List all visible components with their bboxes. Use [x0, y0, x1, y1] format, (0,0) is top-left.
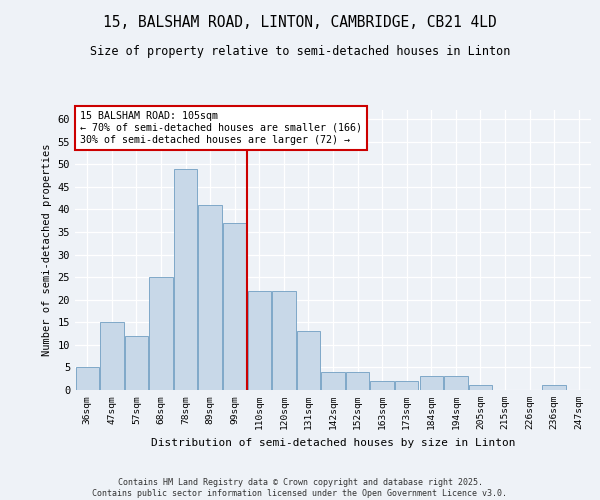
Bar [125, 336, 148, 390]
Bar [223, 223, 247, 390]
Text: Size of property relative to semi-detached houses in Linton: Size of property relative to semi-detach… [90, 45, 510, 58]
Y-axis label: Number of semi-detached properties: Number of semi-detached properties [42, 144, 52, 356]
Bar [100, 322, 124, 390]
Bar [395, 381, 418, 390]
Bar [272, 290, 296, 390]
Bar [469, 386, 492, 390]
Bar [542, 386, 566, 390]
Bar [419, 376, 443, 390]
Bar [174, 168, 197, 390]
Bar [444, 376, 467, 390]
X-axis label: Distribution of semi-detached houses by size in Linton: Distribution of semi-detached houses by … [151, 438, 515, 448]
Text: 15, BALSHAM ROAD, LINTON, CAMBRIDGE, CB21 4LD: 15, BALSHAM ROAD, LINTON, CAMBRIDGE, CB2… [103, 15, 497, 30]
Bar [76, 368, 99, 390]
Bar [248, 290, 271, 390]
Bar [199, 205, 222, 390]
Text: 15 BALSHAM ROAD: 105sqm
← 70% of semi-detached houses are smaller (166)
30% of s: 15 BALSHAM ROAD: 105sqm ← 70% of semi-de… [80, 112, 362, 144]
Bar [149, 277, 173, 390]
Text: Contains HM Land Registry data © Crown copyright and database right 2025.
Contai: Contains HM Land Registry data © Crown c… [92, 478, 508, 498]
Bar [370, 381, 394, 390]
Bar [297, 332, 320, 390]
Bar [346, 372, 369, 390]
Bar [322, 372, 344, 390]
